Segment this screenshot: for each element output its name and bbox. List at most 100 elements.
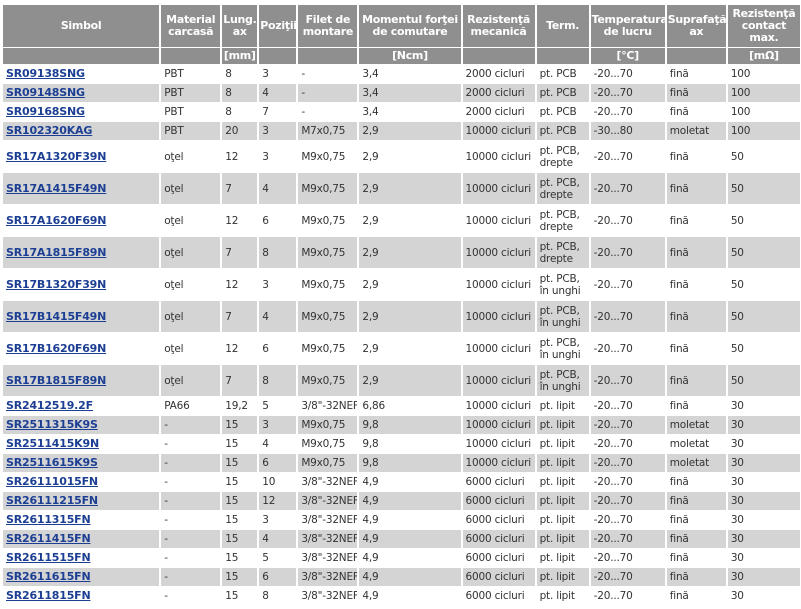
table-row: SR17B1815F89N oţel 7 8 M9x0,75 2,9 10000 ciclu… [3,365,800,396]
table-row: SR09148SNG PBT 8 4-3,4 2000 cicluri pt. PCB -2… [3,84,800,102]
cell-filet: M9x0,75 [298,454,358,472]
cell-rezistenta-contact: 100 [727,84,800,102]
cell-suprafata: fină [666,205,726,236]
cell-suprafata: fină [666,65,726,83]
cell-moment: 2,9 [359,205,461,236]
cell-moment: 3,4 [359,103,461,121]
product-link[interactable]: SR2412519.2F [6,399,93,412]
cell-filet: M9x0,75 [298,141,358,172]
cell-simbol: SR26111215FN [3,492,160,510]
cell-rezistenta-contact: 30 [727,473,800,491]
product-link[interactable]: SR09148SNG [6,86,85,99]
cell-terminal: pt. lipit [536,397,589,415]
cell-pozitii: 3 [259,511,297,529]
cell-pozitii: 8 [259,365,297,396]
table-row: SR17B1415F49N oţel 7 4 M9x0,75 2,9 10000 ciclu… [3,301,800,332]
cell-material: oţel [161,173,221,204]
cell-rezistenta-contact: 50 [727,141,800,172]
product-link[interactable]: SR17A1320F39N [6,149,107,163]
cell-lungime-ax: 12 [222,269,258,300]
cell-terminal: pt. PCB, drepte [536,205,589,236]
cell-filet: - [298,84,358,102]
product-link[interactable]: SR17B1415F49N [6,309,107,323]
table-row: SR17A1815F89N oţel 7 8 M9x0,75 2,9 10000 ciclu… [3,237,800,268]
cell-rezistenta-mecanica: 10000 cicluri [462,173,535,204]
cell-rezistenta-contact: 50 [727,173,800,204]
product-link[interactable]: SR09168SNG [6,105,85,118]
cell-temperatura: -20...70 [590,435,665,453]
cell-terminal: pt. PCB [536,122,589,140]
cell-filet: M9x0,75 [298,333,358,364]
cell-simbol: SR17B1415F49N [3,301,160,332]
product-link[interactable]: SR17B1620F69N [6,341,107,355]
cell-pozitii: 6 [259,205,297,236]
cell-suprafata: fină [666,568,726,586]
cell-temperatura: -20...70 [590,549,665,567]
cell-suprafata: moletat [666,435,726,453]
cell-filet: - [298,103,358,121]
cell-simbol: SR2511315K9S [3,416,160,434]
cell-rezistenta-mecanica: 10000 cicluri [462,416,535,434]
cell-suprafata: fină [666,84,726,102]
cell-simbol: SR17A1320F39N [3,141,160,172]
cell-suprafata: fină [666,492,726,510]
product-link[interactable]: SR17B1320F39N [6,277,107,291]
cell-simbol: SR2611415FN [3,530,160,548]
cell-moment: 2,9 [359,122,461,140]
cell-rezistenta-mecanica: 10000 cicluri [462,333,535,364]
cell-pozitii: 3 [259,122,297,140]
cell-lungime-ax: 20 [222,122,258,140]
product-link[interactable]: SR09138SNG [6,67,85,80]
product-link[interactable]: SR2611515FN [6,551,91,564]
table-row: SR17B1320F39N oţel 12 3 M9x0,75 2,9 10000 cicl… [3,269,800,300]
cell-filet: 3/8"-32NEF [298,568,358,586]
product-table: Simbol Material carcasă Lung. ax Poziţii Fil… [1,4,801,606]
cell-pozitii: 3 [259,269,297,300]
cell-lungime-ax: 15 [222,587,258,605]
cell-terminal: pt. PCB, în unghi [536,365,589,396]
product-link[interactable]: SR17A1415F49N [6,181,107,195]
cell-filet: M9x0,75 [298,173,358,204]
column-header-suprafata: Suprafaţă ax [666,5,727,47]
product-link[interactable]: SR2511615K9S [6,456,98,469]
cell-lungime-ax: 15 [222,530,258,548]
product-link[interactable]: SR2611815FN [6,589,91,602]
product-link[interactable]: SR2511315K9S [6,418,98,431]
cell-temperatura: -20...70 [590,454,665,472]
product-link[interactable]: SR17A1620F69N [6,213,107,227]
cell-lungime-ax: 8 [222,103,258,121]
cell-material: oţel [161,301,221,332]
product-link[interactable]: SR2611615FN [6,570,91,583]
cell-suprafata: fină [666,549,726,567]
cell-lungime-ax: 7 [222,301,258,332]
product-link[interactable]: SR102320KAG [6,124,93,137]
cell-rezistenta-contact: 50 [727,301,800,332]
cell-lungime-ax: 15 [222,511,258,529]
cell-rezistenta-mecanica: 10000 cicluri [462,122,535,140]
product-link[interactable]: SR26111215FN [6,494,98,507]
cell-material: - [161,473,221,491]
cell-simbol: SR17A1620F69N [3,205,160,236]
cell-simbol: SR17A1815F89N [3,237,160,268]
cell-simbol: SR2611815FN [3,587,160,605]
product-link[interactable]: SR17A1815F89N [6,245,107,259]
cell-pozitii: 3 [259,416,297,434]
product-link[interactable]: SR17B1815F89N [6,373,107,387]
cell-terminal: pt. lipit [536,492,589,510]
product-link[interactable]: SR2511415K9N [6,437,99,450]
cell-lungime-ax: 15 [222,492,258,510]
product-link[interactable]: SR2611415FN [6,532,91,545]
cell-pozitii: 6 [259,454,297,472]
cell-suprafata: fină [666,301,726,332]
cell-simbol: SR2611515FN [3,549,160,567]
cell-rezistenta-contact: 30 [727,397,800,415]
cell-temperatura: -20...70 [590,269,665,300]
cell-filet: 3/8"-32NEF [298,530,358,548]
table-row: SR2611315FN -15 3 3/8"-32NEF 4,9 6000 cicluri… [3,511,800,529]
product-link[interactable]: SR26111015FN [6,475,98,488]
cell-simbol: SR17B1620F69N [3,333,160,364]
cell-terminal: pt. lipit [536,549,589,567]
table-row: SR2511315K9S -15 3 M9x0,75 9,8 10000 cicluri p… [3,416,800,434]
product-link[interactable]: SR2611315FN [6,513,91,526]
table-row: SR09138SNG PBT 8 3-3,4 2000 cicluri pt. PCB -2… [3,65,800,83]
